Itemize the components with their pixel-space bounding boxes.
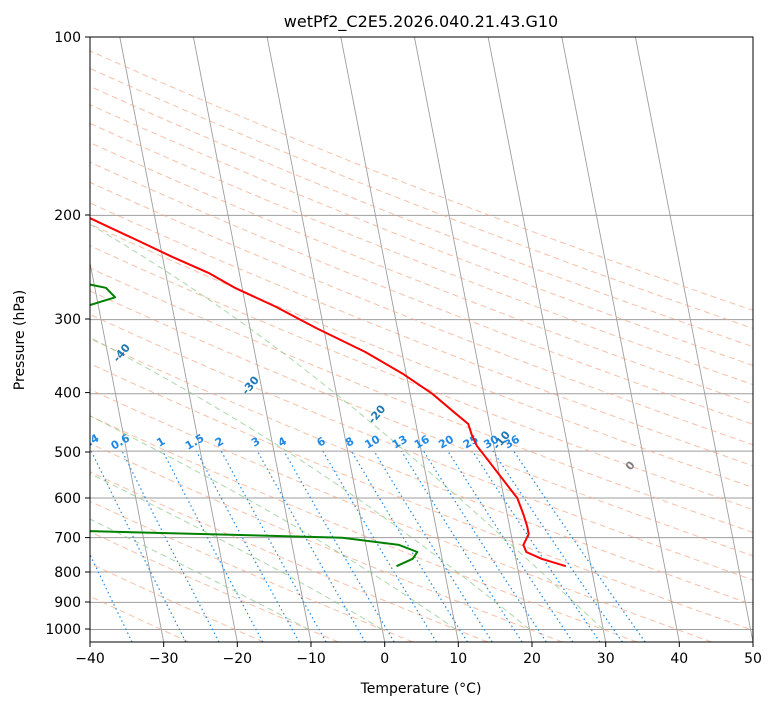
plot-content: 0.10.20.40.611.52346810131620253036-100-… [78,37,753,642]
x-tick-label: −40 [75,651,105,667]
y-tick-label: 100 [54,30,81,46]
x-tick-label: −10 [296,651,326,667]
isotherm-line [561,37,680,642]
mixing-ratio-label: 0.4 [78,431,102,452]
mixing-ratio-line [220,450,327,642]
mixing-ratio-line [283,450,395,642]
x-tick-label: 10 [449,651,467,667]
plot-frame [89,36,754,643]
x-tick-label: 0 [380,651,389,667]
mixing-ratio-line [195,450,300,642]
dry-adiabat-line [90,290,753,557]
y-tick-label: 800 [54,565,81,581]
dry-adiabat-line [90,313,753,581]
y-axis-label: Pressure (hPa) [12,290,28,390]
dry-adiabat-line [90,267,753,534]
y-tick-label: 1000 [45,622,81,638]
mixing-ratio-line [162,450,264,642]
mixing-ratio-line [513,450,646,642]
y-tick-label: 300 [54,312,81,328]
axis-ticks: −40 −30 −20 −10 0 10 20 30 40 50 100 200 300 400 500 60… [45,30,762,667]
dry-adiabat-line [90,202,753,467]
mixing-ratio-line [447,450,574,642]
mixing-ratio-line [256,450,366,642]
y-tick-label: 500 [54,445,81,461]
dry-adiabat-line [90,595,190,642]
isotherm-line [413,37,533,642]
dry-adiabat-line [90,471,488,642]
isotherm-line [634,37,753,642]
dry-adiabat-line [90,562,264,642]
mixing-ratio-line [90,553,133,642]
dry-adiabat-line [90,122,753,386]
dry-adiabat-line [90,181,753,446]
x-tick-label: 20 [523,651,541,667]
temperature-profile-line [90,217,567,568]
dry-adiabat-line [90,363,753,631]
dry-adiabat-line [90,50,753,311]
y-tick-label: 200 [54,208,81,224]
y-tick-label: 400 [54,386,81,402]
x-tick-label: −20 [223,651,253,667]
isotherm-line [192,37,312,642]
mixing-ratio-line [400,450,523,642]
moist-adiabat-line [90,223,604,630]
mixing-ratio-line [471,450,601,642]
chart-title: wetPf2_C2E5.2026.040.21.43.G10 [284,12,558,32]
y-tick-label: 700 [54,531,81,547]
isotherm-line [119,37,238,642]
dry-adiabat-line [90,142,753,405]
isotherm-line [90,260,165,642]
x-tick-label: 40 [670,651,688,667]
mixing-ratio-line [373,450,493,642]
mixing-ratio-line [322,450,437,642]
plot-area [90,37,753,642]
y-tick-label: 600 [54,491,81,507]
moist-adiabat-line [90,472,383,630]
mixing-ratio-line [492,450,623,642]
dry-adiabat-line [90,85,753,348]
dry-adiabat-line [90,245,753,511]
x-axis-label: Temperature (°C) [360,681,482,697]
mixing-ratio-line [350,450,469,642]
mixing-ratio-line [423,450,547,642]
isotherm-line [340,37,459,642]
moist-adiabat-line [90,415,457,630]
dry-adiabat-line [90,338,753,606]
moist-adiabat-line [90,518,309,630]
x-tick-label: 30 [597,651,615,667]
y-tick-label: 900 [54,595,81,611]
x-tick-label: 50 [744,651,762,667]
dry-adiabat-line [90,388,712,642]
x-tick-label: −30 [149,651,179,667]
isotherm-line [487,37,607,642]
